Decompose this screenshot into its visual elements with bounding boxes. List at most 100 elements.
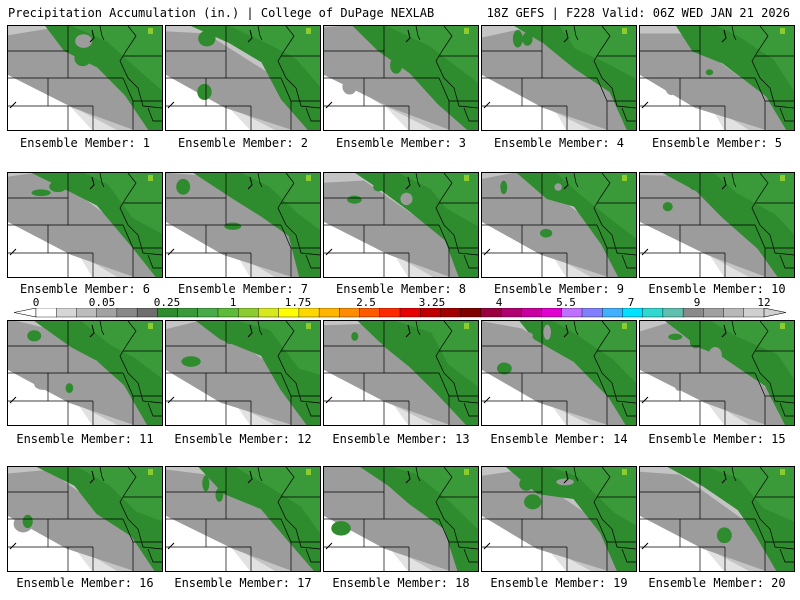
colorbar-swatch: [238, 308, 259, 318]
state-boundaries: [166, 26, 320, 130]
precip-contour: [31, 512, 49, 523]
precip-contour: [392, 467, 478, 530]
precip-contour: [689, 335, 703, 349]
precip-contour: [464, 175, 469, 181]
precip-contour: [77, 467, 162, 522]
colorbar-tick-label: 1.75: [284, 296, 312, 309]
precip-contour: [324, 323, 478, 425]
precip-map: [166, 321, 320, 425]
precip-contour: [391, 223, 407, 233]
precip-contour: [224, 328, 235, 345]
colorbar-swatch: [420, 308, 441, 318]
ensemble-member-map: [639, 25, 795, 131]
precip-contour: [559, 26, 636, 79]
precip-contour: [74, 50, 92, 67]
precip-contour: [780, 175, 785, 181]
state-boundaries: [167, 29, 253, 109]
precip-contour: [716, 527, 732, 544]
ensemble-member-label: Ensemble Member: 18: [332, 576, 470, 590]
state-boundaries: [640, 173, 794, 277]
precip-contour: [54, 238, 73, 246]
precip-contour: [84, 173, 162, 235]
ensemble-member-map: [481, 466, 637, 572]
ensemble-member-map: [481, 320, 637, 426]
precip-contour: [500, 180, 508, 195]
state-boundaries: [324, 173, 478, 277]
precip-contour: [497, 362, 512, 375]
colorbar-swatch: [703, 308, 725, 318]
precip-contour: [176, 202, 194, 220]
ensemble-member-label: Ensemble Member: 2: [177, 136, 309, 150]
precip-map: [8, 26, 162, 130]
precip-contour: [705, 69, 714, 76]
precip-map: [482, 467, 636, 571]
precip-map: [8, 173, 162, 277]
state-boundaries: [325, 29, 411, 109]
ensemble-member-label: Ensemble Member: 19: [490, 576, 628, 590]
state-boundaries: [324, 467, 478, 571]
ensemble-member-label: Ensemble Member: 12: [174, 432, 312, 446]
header-run-info: 18Z GEFS | F228 Valid: 06Z WED JAN 21 20…: [486, 6, 790, 20]
precip-contour: [522, 528, 532, 537]
state-boundaries: [640, 321, 794, 425]
ensemble-member-map: [481, 25, 637, 131]
precip-contour: [75, 477, 86, 489]
precip-map: [8, 467, 162, 571]
precip-contour: [197, 83, 212, 100]
precip-contour: [202, 475, 210, 492]
precip-contour: [373, 182, 384, 192]
state-boundaries: [167, 176, 253, 256]
colorbar-tick-label: 0: [32, 296, 40, 309]
precip-contour: [306, 323, 311, 329]
precip-contour: [482, 28, 636, 130]
header-title: Precipitation Accumulation (in.) | Colle…: [8, 6, 435, 20]
ensemble-member-label: Ensemble Member: 3: [335, 136, 467, 150]
precip-contour: [148, 28, 153, 34]
colorbar-swatch: [56, 308, 77, 318]
colorbar-swatch: [662, 308, 684, 318]
precip-contour: [65, 383, 74, 394]
colorbar-tick-label: 5.5: [556, 296, 576, 309]
colorbar-swatch: [217, 308, 239, 318]
precip-contour: [56, 70, 73, 81]
colorbar-swatch: [339, 308, 361, 318]
ensemble-member-map: [7, 25, 163, 131]
ensemble-member-label: Ensemble Member: 14: [490, 432, 628, 446]
precip-contour: [71, 26, 162, 91]
state-boundaries: [167, 324, 253, 404]
precip-contour: [640, 471, 794, 571]
precip-contour: [701, 227, 719, 243]
precip-contour: [198, 30, 216, 47]
colorbar-swatch: [602, 308, 623, 318]
state-boundaries: [325, 176, 411, 256]
colorbar-swatch: [157, 308, 179, 318]
precip-contour: [553, 321, 636, 383]
precip-contour: [512, 30, 523, 48]
precip-contour: [482, 469, 636, 571]
state-boundaries: [325, 470, 411, 550]
colorbar-swatch: [197, 308, 219, 318]
colorbar-swatches: [13, 308, 787, 318]
state-boundaries: [8, 26, 162, 130]
precip-contour: [674, 376, 683, 391]
precip-map: [166, 467, 320, 571]
precip-contour: [640, 33, 794, 130]
colorbar-tick-label: 3.25: [418, 296, 446, 309]
precip-contour: [215, 487, 224, 502]
precip-contour: [622, 469, 627, 475]
state-boundaries: [641, 324, 727, 404]
colorbar-max-arrow: [763, 308, 787, 318]
colorbar-swatch: [359, 308, 381, 318]
colorbar-swatch: [521, 308, 543, 318]
state-boundaries: [166, 321, 320, 425]
colorbar-swatch: [258, 308, 280, 318]
ensemble-member-map: [639, 172, 795, 278]
precip-contour: [65, 366, 78, 377]
precip-map: [482, 26, 636, 130]
colorbar-swatch: [278, 308, 300, 318]
precip-contour: [177, 56, 186, 72]
precip-contour: [522, 32, 533, 46]
precip-contour: [176, 178, 191, 195]
precip-contour: [229, 26, 320, 87]
precip-contour: [622, 175, 627, 181]
